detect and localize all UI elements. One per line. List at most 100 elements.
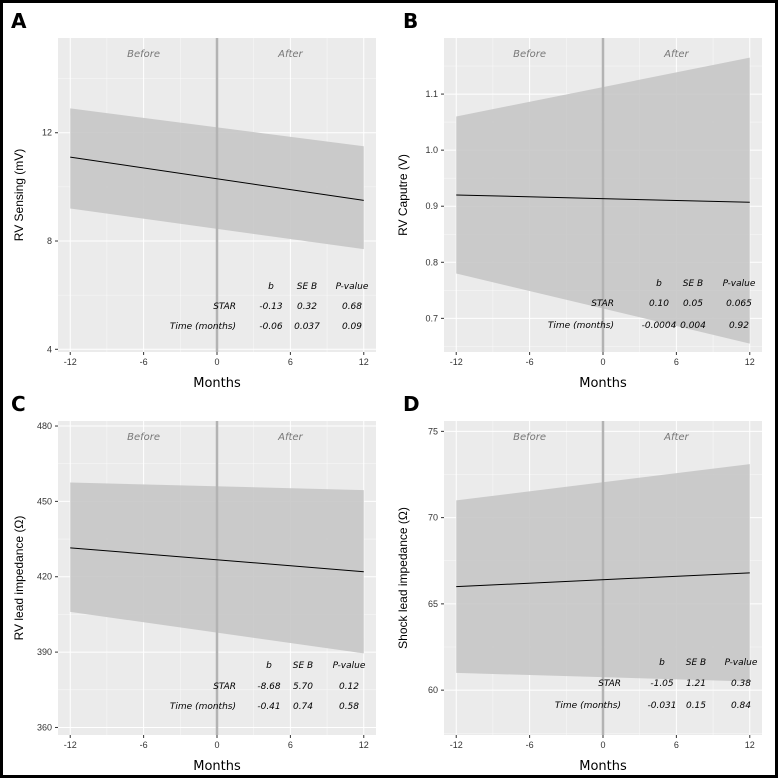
table-header: SE B bbox=[293, 661, 313, 671]
x-tick-label: 6 bbox=[288, 357, 293, 367]
x-tick-label: 12 bbox=[359, 740, 369, 750]
x-tick-label: -12 bbox=[450, 740, 463, 750]
regression-line bbox=[70, 547, 364, 573]
panel-letter: D bbox=[403, 392, 420, 416]
table-row-label: STAR bbox=[213, 682, 236, 692]
y-tick-label: 4 bbox=[47, 344, 52, 354]
table-row-label: STAR bbox=[213, 302, 236, 312]
table-cell: 0.10 bbox=[649, 299, 669, 309]
x-tick-label: -6 bbox=[526, 740, 534, 750]
y-tick-label: 60 bbox=[428, 685, 438, 695]
panel-letter: B bbox=[403, 9, 418, 33]
table-row-label: Time (months) bbox=[170, 702, 236, 712]
table-cell: -0.031 bbox=[647, 701, 676, 711]
y-tick-label: 390 bbox=[37, 647, 52, 657]
table-header: P-value bbox=[723, 279, 756, 289]
panel-b: B Before After -12 -6 0 6 12 0.7 0.8 0.9 1.0 1.1 Mont… bbox=[396, 9, 762, 391]
period-label-after: After bbox=[277, 432, 303, 443]
y-tick-label: 12 bbox=[42, 128, 52, 138]
x-axis-label: Months bbox=[579, 376, 627, 391]
table-cell: -0.0004 bbox=[642, 321, 677, 331]
regression-line bbox=[70, 156, 364, 201]
x-axis-label: Months bbox=[193, 759, 241, 774]
panel-letter: A bbox=[11, 9, 27, 33]
y-tick-label: 450 bbox=[37, 496, 52, 506]
table-cell: 0.74 bbox=[293, 702, 313, 712]
y-tick-label: 1.1 bbox=[425, 89, 438, 99]
table-cell: -0.13 bbox=[259, 302, 283, 312]
table-row-label: Time (months) bbox=[548, 321, 614, 331]
table-cell: 0.065 bbox=[726, 299, 752, 309]
y-tick-label: 8 bbox=[47, 236, 52, 246]
x-tick-label: 0 bbox=[214, 740, 219, 750]
table-cell: 0.037 bbox=[294, 322, 320, 332]
x-axis-label: Months bbox=[193, 376, 241, 391]
figure-svg: A Before After -12 -6 0 6 12 4 8 12 Months RV Sensin… bbox=[11, 9, 762, 774]
table-cell: -8.68 bbox=[257, 682, 281, 692]
period-label-after: After bbox=[663, 49, 689, 60]
y-tick-label: 65 bbox=[428, 599, 438, 609]
table-header: b bbox=[656, 279, 662, 289]
x-tick-label: -12 bbox=[450, 357, 463, 367]
table-cell: -1.05 bbox=[650, 679, 674, 689]
table-cell: -0.06 bbox=[259, 322, 283, 332]
y-tick-label: 0.8 bbox=[425, 257, 438, 267]
table-header: b bbox=[659, 658, 665, 668]
x-tick-label: 6 bbox=[288, 740, 293, 750]
x-tick-label: 0 bbox=[214, 357, 219, 367]
y-tick-label: 420 bbox=[37, 572, 52, 582]
table-header: SE B bbox=[686, 658, 706, 668]
x-axis-label: Months bbox=[579, 759, 627, 774]
table-cell: 0.004 bbox=[680, 321, 706, 331]
period-label-after: After bbox=[663, 432, 689, 443]
y-axis-label: Shock lead impedance (Ω) bbox=[396, 507, 410, 649]
x-tick-label: -6 bbox=[140, 357, 148, 367]
y-tick-label: 360 bbox=[37, 722, 52, 732]
x-tick-label: 6 bbox=[674, 740, 679, 750]
y-tick-label: 480 bbox=[37, 421, 52, 431]
y-axis-label: RV Caputre (V) bbox=[396, 154, 410, 236]
table-cell: 1.21 bbox=[686, 679, 706, 689]
x-tick-label: -6 bbox=[140, 740, 148, 750]
x-tick-label: -12 bbox=[64, 740, 77, 750]
y-tick-label: 70 bbox=[428, 513, 438, 523]
panel-c: C Before After -12 -6 0 6 12 360 390 420 450 480 Mont… bbox=[11, 392, 376, 774]
period-label-before: Before bbox=[513, 49, 546, 60]
y-tick-label: 75 bbox=[428, 426, 438, 436]
table-header: P-value bbox=[333, 661, 366, 671]
table-cell: 0.15 bbox=[686, 701, 706, 711]
period-label-before: Before bbox=[127, 49, 160, 60]
table-header: SE B bbox=[297, 282, 317, 292]
regression-line bbox=[456, 572, 750, 588]
table-header: b bbox=[266, 661, 272, 671]
x-tick-label: 12 bbox=[359, 357, 369, 367]
y-tick-label: 0.7 bbox=[425, 313, 438, 323]
table-row-label: Time (months) bbox=[170, 322, 236, 332]
y-tick-label: 1.0 bbox=[425, 145, 438, 155]
table-cell: 0.68 bbox=[342, 302, 362, 312]
panel-letter: C bbox=[11, 392, 26, 416]
x-tick-label: 12 bbox=[745, 357, 755, 367]
regression-line bbox=[456, 194, 750, 203]
table-header: P-value bbox=[725, 658, 758, 668]
x-tick-label: 6 bbox=[674, 357, 679, 367]
x-tick-label: 0 bbox=[600, 740, 605, 750]
table-cell: 0.92 bbox=[729, 321, 749, 331]
table-header: P-value bbox=[336, 282, 369, 292]
table-cell: 5.70 bbox=[293, 682, 313, 692]
x-tick-label: -6 bbox=[526, 357, 534, 367]
period-label-after: After bbox=[277, 49, 303, 60]
x-tick-label: -12 bbox=[64, 357, 77, 367]
table-cell: -0.41 bbox=[257, 702, 280, 712]
y-tick-label: 0.9 bbox=[425, 201, 438, 211]
table-header: b bbox=[268, 282, 274, 292]
table-cell: 0.12 bbox=[339, 682, 359, 692]
x-tick-label: 12 bbox=[745, 740, 755, 750]
period-label-before: Before bbox=[127, 432, 160, 443]
y-axis-label: RV lead impedance (Ω) bbox=[12, 516, 26, 641]
table-row-label: STAR bbox=[591, 299, 614, 309]
table-cell: 0.05 bbox=[683, 299, 703, 309]
table-cell: 0.38 bbox=[731, 679, 751, 689]
table-cell: 0.09 bbox=[342, 322, 362, 332]
